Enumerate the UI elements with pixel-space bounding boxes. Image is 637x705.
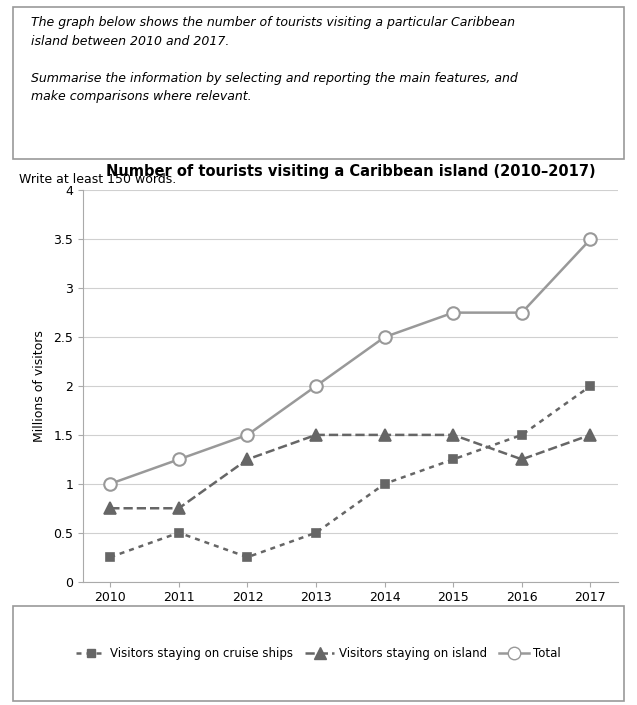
Text: Write at least 150 words.: Write at least 150 words. <box>19 173 176 185</box>
FancyBboxPatch shape <box>13 606 624 701</box>
Text: The graph below shows the number of tourists visiting a particular Caribbean
isl: The graph below shows the number of tour… <box>31 16 518 103</box>
Y-axis label: Millions of visitors: Millions of visitors <box>33 330 46 442</box>
Title: Number of tourists visiting a Caribbean island (2010–2017): Number of tourists visiting a Caribbean … <box>106 164 595 180</box>
FancyBboxPatch shape <box>13 7 624 159</box>
Legend: Visitors staying on cruise ships, Visitors staying on island, Total: Visitors staying on cruise ships, Visito… <box>71 643 566 665</box>
